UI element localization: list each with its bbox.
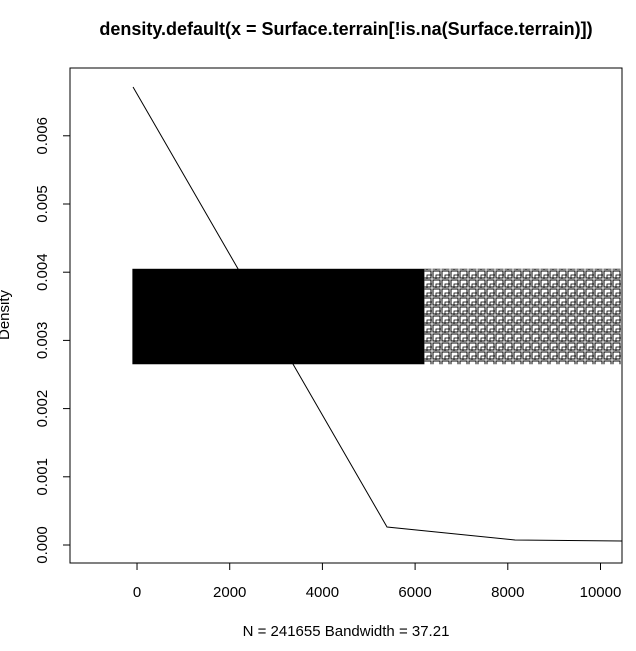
y-tick-label: 0.005 — [34, 185, 51, 223]
y-tick-label: 0.004 — [34, 253, 51, 291]
y-tick-label: 0.000 — [34, 526, 51, 564]
chart-title: density.default(x = Surface.terrain[!is.… — [99, 19, 592, 39]
density-line — [132, 86, 623, 542]
y-tick-label: 0.001 — [34, 458, 51, 496]
plot-frame — [69, 67, 623, 564]
y-tick-label: 0.006 — [34, 117, 51, 155]
x-tick-label: 8000 — [491, 584, 524, 601]
x-axis-label: N = 241655 Bandwidth = 37.21 — [243, 623, 450, 640]
point-band — [424, 268, 622, 365]
y-tick-label: 0.003 — [34, 322, 51, 360]
point-band — [132, 268, 425, 365]
y-tick-label: 0.002 — [34, 390, 51, 428]
x-tick-label: 2000 — [213, 584, 246, 601]
x-tick-label: 6000 — [398, 584, 431, 601]
y-axis-label: Density — [0, 289, 13, 340]
x-tick-label: 0 — [133, 584, 141, 601]
x-tick-label: 10000 — [580, 584, 622, 601]
x-tick-label: 4000 — [306, 584, 339, 601]
